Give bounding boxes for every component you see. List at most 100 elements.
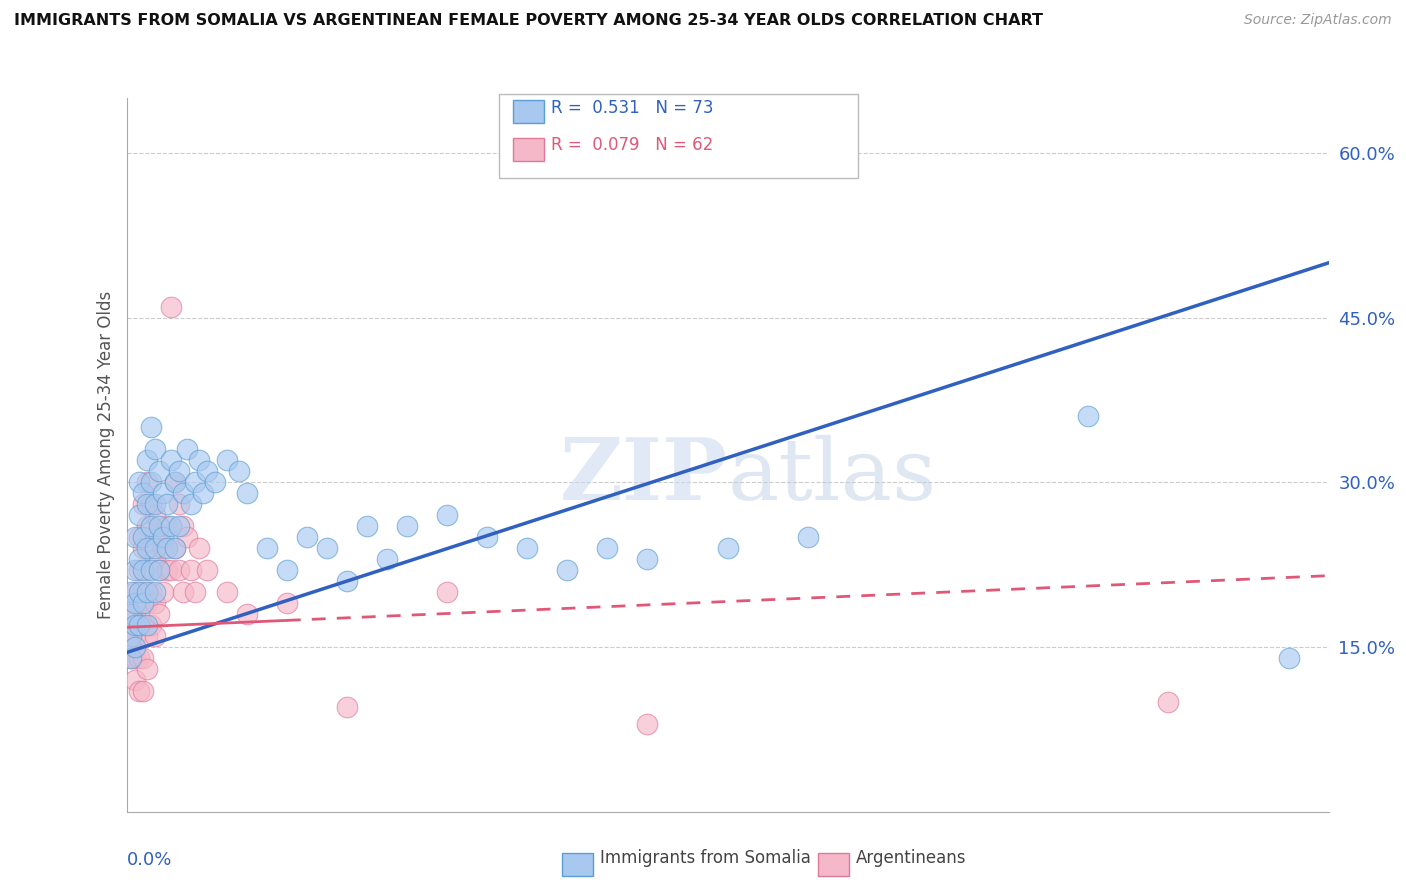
Point — [120, 651, 142, 665]
Point — [128, 508, 150, 523]
Point — [163, 541, 186, 556]
Point — [167, 519, 190, 533]
Point — [596, 541, 619, 556]
Point — [159, 300, 181, 314]
Point — [124, 618, 146, 632]
Point — [120, 624, 142, 638]
Point — [1277, 651, 1299, 665]
Point — [716, 541, 740, 556]
Point — [436, 508, 458, 523]
Point — [135, 629, 157, 643]
Point — [143, 497, 166, 511]
Point — [124, 629, 146, 643]
Point — [187, 453, 209, 467]
Point — [131, 585, 153, 599]
Point — [139, 519, 162, 533]
Point — [120, 651, 142, 665]
Point — [167, 497, 190, 511]
Point — [152, 585, 174, 599]
Point — [295, 530, 318, 544]
Point — [436, 585, 458, 599]
Point — [135, 475, 157, 490]
Point — [256, 541, 278, 556]
Point — [124, 640, 146, 654]
Point — [128, 552, 150, 566]
Point — [167, 464, 190, 478]
Point — [235, 486, 259, 500]
Point — [396, 519, 419, 533]
Point — [180, 563, 202, 577]
Text: 0.0%: 0.0% — [127, 851, 172, 869]
Point — [155, 519, 177, 533]
Point — [475, 530, 498, 544]
Point — [152, 541, 174, 556]
Point — [128, 475, 150, 490]
Point — [276, 596, 298, 610]
Point — [131, 486, 153, 500]
Point — [131, 684, 153, 698]
Point — [131, 497, 153, 511]
Point — [128, 618, 150, 632]
Point — [139, 563, 162, 577]
Point — [128, 530, 150, 544]
Point — [163, 541, 186, 556]
Point — [187, 541, 209, 556]
Point — [148, 519, 170, 533]
Point — [215, 453, 238, 467]
Point — [120, 607, 142, 621]
Point — [796, 530, 818, 544]
Point — [139, 585, 162, 599]
Point — [163, 475, 186, 490]
Point — [131, 651, 153, 665]
Point — [152, 530, 174, 544]
Point — [183, 475, 205, 490]
Point — [139, 618, 162, 632]
Text: atlas: atlas — [728, 434, 936, 518]
Point — [204, 475, 226, 490]
Point — [124, 596, 146, 610]
Point — [375, 552, 398, 566]
Point — [172, 519, 194, 533]
Point — [143, 508, 166, 523]
Point — [215, 585, 238, 599]
Point — [228, 464, 250, 478]
Point — [135, 563, 157, 577]
Point — [516, 541, 538, 556]
Point — [120, 585, 142, 599]
Point — [131, 596, 153, 610]
Point — [120, 629, 142, 643]
Point — [124, 530, 146, 544]
Point — [135, 453, 157, 467]
Point — [139, 420, 162, 434]
Point — [176, 530, 198, 544]
Point — [167, 563, 190, 577]
Point — [159, 563, 181, 577]
Text: R =  0.079   N = 62: R = 0.079 N = 62 — [551, 136, 713, 154]
Point — [135, 596, 157, 610]
Point — [135, 519, 157, 533]
Text: ZIP: ZIP — [560, 434, 728, 518]
Point — [557, 563, 579, 577]
Point — [191, 486, 214, 500]
Point — [120, 613, 142, 627]
Point — [148, 563, 170, 577]
Text: Source: ZipAtlas.com: Source: ZipAtlas.com — [1244, 13, 1392, 28]
Point — [128, 596, 150, 610]
Point — [128, 618, 150, 632]
Point — [176, 442, 198, 457]
Point — [135, 618, 157, 632]
Point — [159, 519, 181, 533]
Point — [152, 486, 174, 500]
Text: R =  0.531   N = 73: R = 0.531 N = 73 — [551, 99, 714, 117]
Point — [163, 475, 186, 490]
Point — [124, 673, 146, 687]
Point — [131, 530, 153, 544]
Point — [315, 541, 337, 556]
Point — [148, 563, 170, 577]
Point — [1157, 695, 1180, 709]
Point — [276, 563, 298, 577]
Point — [124, 651, 146, 665]
Point — [128, 651, 150, 665]
Point — [143, 442, 166, 457]
Point — [172, 486, 194, 500]
